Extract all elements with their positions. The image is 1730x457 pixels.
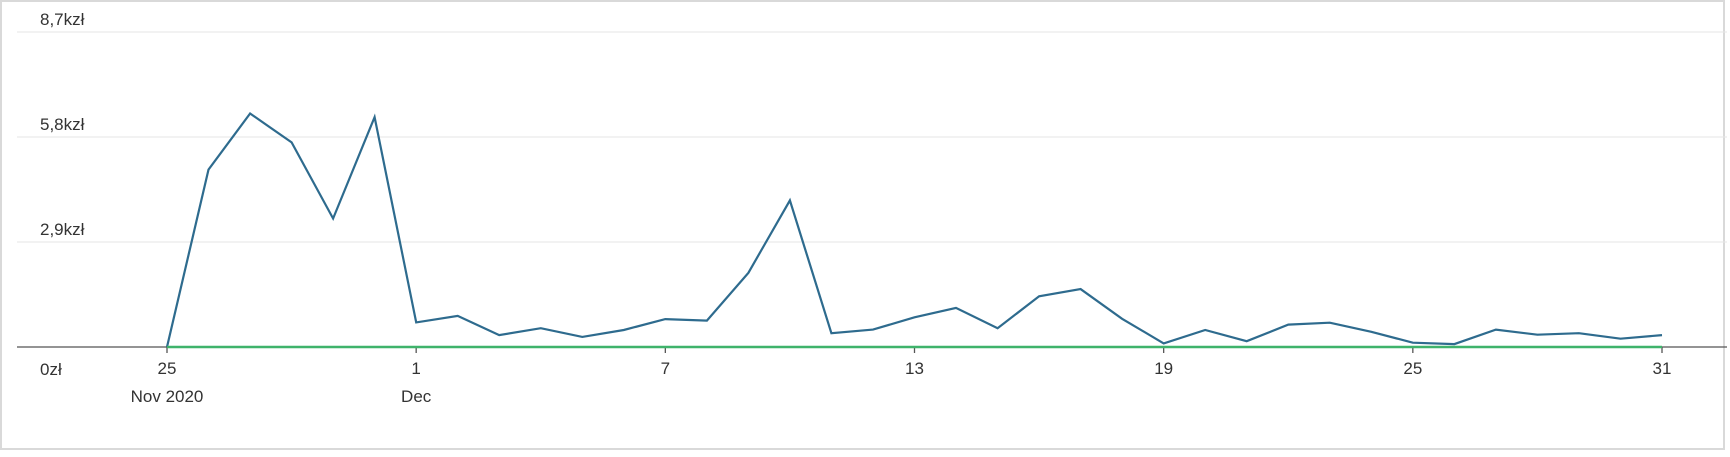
y-axis: 0zł 2,9kzł 5,8kzł 8,7kzł xyxy=(40,10,85,379)
x-tick-label: 25 xyxy=(158,359,177,378)
x-tick-sublabel: Dec xyxy=(401,387,432,406)
gridlines xyxy=(17,32,1727,347)
x-tick-label: 19 xyxy=(1154,359,1173,378)
x-tick-label: 25 xyxy=(1403,359,1422,378)
x-tick-label: 13 xyxy=(905,359,924,378)
y-tick-label: 2,9kzł xyxy=(40,220,85,239)
x-axis: 25 Nov 2020 1 Dec 7 13 19 25 31 xyxy=(131,347,1672,406)
x-tick-label: 7 xyxy=(661,359,670,378)
series-layer xyxy=(167,114,1662,348)
y-tick-label: 5,8kzł xyxy=(40,115,85,134)
y-tick-label: 0zł xyxy=(40,360,62,379)
x-tick-label: 31 xyxy=(1653,359,1672,378)
series-line-1 xyxy=(167,114,1662,348)
x-tick-label: 1 xyxy=(411,359,420,378)
y-tick-label: 8,7kzł xyxy=(40,10,85,29)
x-tick-sublabel: Nov 2020 xyxy=(131,387,204,406)
